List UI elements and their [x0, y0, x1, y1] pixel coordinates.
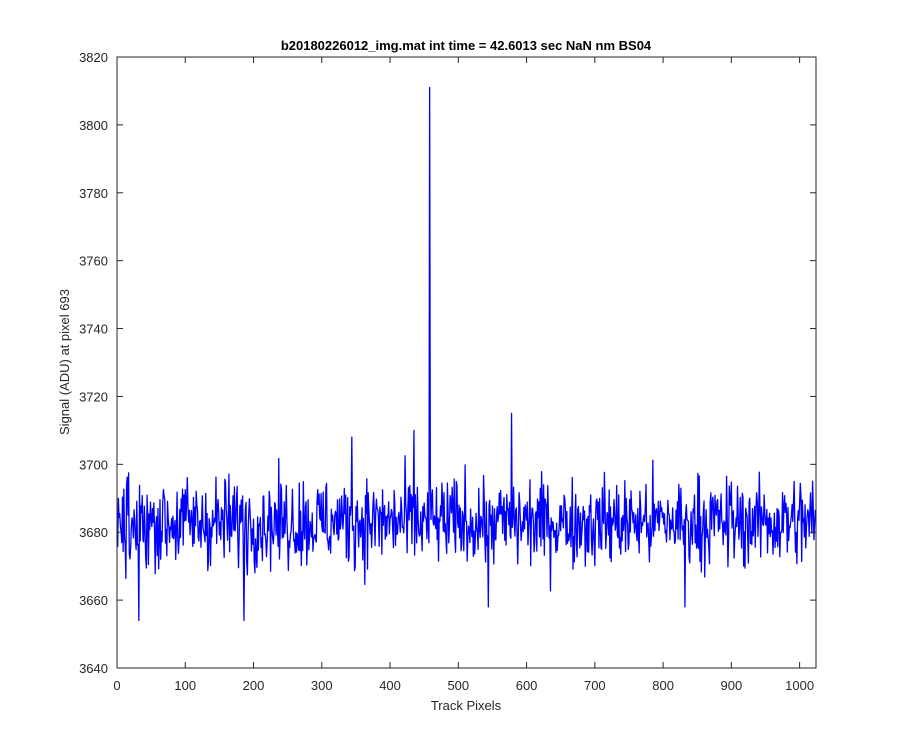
x-tick-label: 100 — [174, 678, 196, 693]
signal-line — [116, 86, 816, 622]
y-tick-label: 3680 — [79, 525, 108, 540]
y-tick-label: 3780 — [79, 186, 108, 201]
plot-box — [116, 56, 817, 669]
series-layer — [116, 86, 816, 622]
y-tick-label: 3800 — [79, 118, 108, 133]
chart-title: b20180226012_img.mat int time = 42.6013 … — [281, 38, 652, 53]
y-tick-label: 3720 — [79, 389, 108, 404]
x-tick-label: 300 — [311, 678, 333, 693]
x-tick-label: 600 — [516, 678, 538, 693]
x-tick-label: 900 — [721, 678, 743, 693]
x-tick-label: 800 — [652, 678, 674, 693]
y-tick-label: 3820 — [79, 50, 108, 65]
y-tick-label: 3640 — [79, 661, 108, 676]
y-tick-label: 3700 — [79, 457, 108, 472]
x-axis-label: Track Pixels — [431, 698, 502, 713]
y-axis-label: Signal (ADU) at pixel 693 — [57, 289, 72, 435]
y-axis: 3640 3660 3680 3700 3720 3740 3760 3780 3800 3820 — [79, 50, 816, 676]
x-tick-label: 200 — [243, 678, 265, 693]
y-tick-label: 3660 — [79, 593, 108, 608]
x-tick-label: 500 — [447, 678, 469, 693]
x-tick-label: 400 — [379, 678, 401, 693]
x-tick-label: 1000 — [785, 678, 814, 693]
x-tick-label: 700 — [584, 678, 606, 693]
x-axis: 0 100 200 300 400 500 600 700 800 900 1000 — [113, 57, 814, 693]
y-tick-label: 3760 — [79, 254, 108, 269]
y-tick-label: 3740 — [79, 322, 108, 337]
x-tick-label: 0 — [113, 678, 120, 693]
plot-background — [117, 57, 816, 668]
